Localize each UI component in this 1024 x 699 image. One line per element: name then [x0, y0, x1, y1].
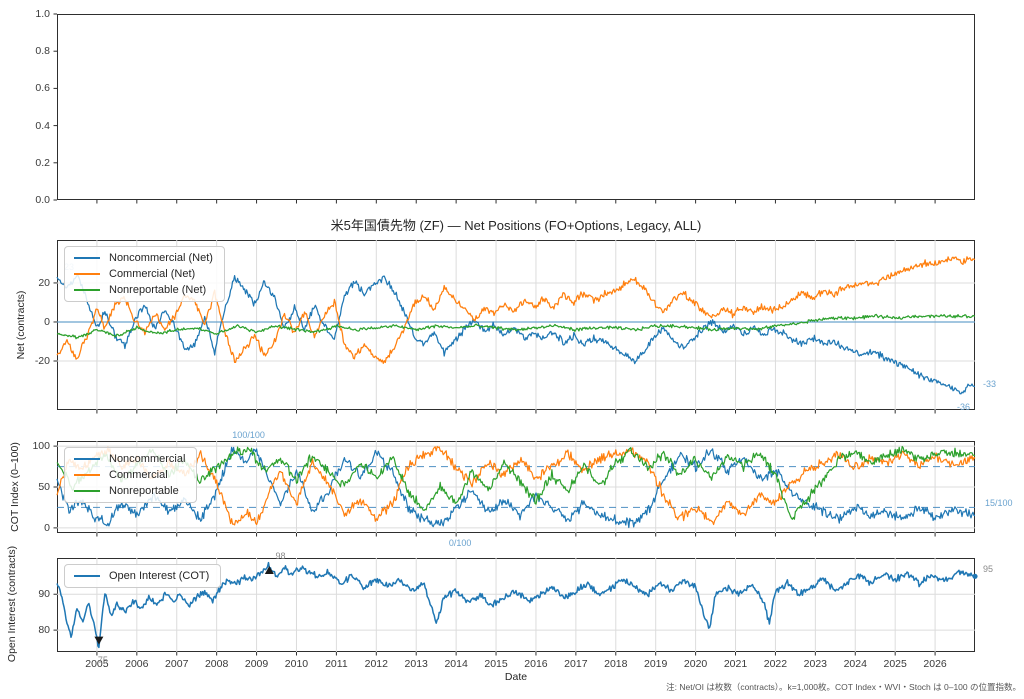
x-tick-label: 2011 — [325, 658, 348, 670]
y-tick-label: 0.2 — [35, 156, 50, 169]
x-tick-label: 2024 — [843, 658, 867, 670]
series-line-nonreportable — [56, 445, 976, 520]
series-line-noncommercial — [56, 446, 976, 529]
plot-area — [53, 13, 936, 204]
y-tick-label: 0.0 — [35, 194, 50, 206]
x-tick-label: 2021 — [723, 658, 748, 670]
legend-item-commercial-net: Commercial (Net) — [74, 268, 213, 280]
annotation-95: 95 — [982, 564, 993, 575]
y-tick-label: 0.6 — [35, 82, 50, 95]
x-tick-label: 2015 — [484, 658, 508, 670]
annotation-100-100: 100/100 — [232, 429, 265, 440]
legend-label: Nonreportable (Net) — [109, 284, 207, 296]
legend-line-swatch — [74, 257, 100, 259]
x-tick-label: 2012 — [364, 658, 388, 670]
legend-line-swatch — [74, 289, 100, 291]
x-tick-label: 2016 — [524, 658, 548, 670]
x-tick-label: 2025 — [883, 658, 907, 670]
legend-label: Open Interest (COT) — [109, 570, 210, 582]
series-line-commercial-net — [56, 256, 976, 364]
annotation-15-100: 15/100 — [984, 498, 1013, 509]
x-tick-label: 2013 — [404, 658, 428, 670]
x-tick-label: 2017 — [564, 658, 588, 670]
annotation-98: 98 — [275, 551, 286, 562]
x-tick-label: 2008 — [204, 658, 229, 670]
legend-label: Noncommercial (Net) — [109, 252, 213, 264]
plot-area — [53, 240, 976, 414]
legend-line-swatch — [74, 490, 100, 492]
y-axis-label-cot-index: COT Index (0–100) — [9, 442, 21, 532]
series-line-open-interest-cot — [56, 561, 976, 649]
legend-item-noncommercial-net: Noncommercial (Net) — [74, 252, 213, 264]
legend-line-swatch — [74, 273, 100, 275]
chart-title: 米5年国債先物 (ZF) — Net Positions (FO+Options… — [330, 218, 702, 233]
legend-label: Commercial (Net) — [109, 268, 196, 280]
x-tick-label: 2006 — [125, 658, 149, 670]
plot-area — [53, 441, 976, 537]
annotation-33: -33 — [982, 379, 996, 390]
x-tick-label: 2020 — [683, 658, 708, 670]
x-tick-label: 2007 — [165, 658, 189, 670]
annotation-0-100: 0/100 — [448, 538, 472, 549]
legend-label: Commercial — [109, 469, 168, 481]
x-tick-label: 2014 — [444, 658, 468, 670]
legend-item-open-interest-cot: Open Interest (COT) — [74, 570, 209, 582]
annotation-36: -36 — [957, 401, 971, 412]
series-line-nonreportable-net — [56, 313, 976, 340]
y-tick-label: 90 — [38, 588, 50, 601]
y-tick-label: 0.4 — [35, 119, 50, 132]
legend-line-swatch — [74, 474, 100, 476]
legend-item-nonreportable-net: Nonreportable (Net) — [74, 284, 213, 296]
legend-line-swatch — [74, 575, 100, 577]
y-tick-label: 100 — [32, 440, 50, 453]
tri-up-marker — [264, 566, 274, 575]
x-tick-label: 2023 — [803, 658, 828, 670]
footnote: 注: Net/OI は枚数（contracts）。k=1,000枚。COT In… — [666, 682, 1021, 692]
y-tick-label: 0 — [44, 521, 50, 534]
y-tick-label: -20 — [34, 355, 50, 367]
legend-label: Noncommercial — [109, 453, 186, 465]
series-line-noncommercial-net — [56, 274, 976, 395]
plot-area — [53, 558, 978, 656]
legend: Noncommercial Commercial Nonreportable — [64, 447, 198, 503]
y-tick-label: 20 — [38, 276, 50, 289]
legend-label: Nonreportable — [109, 485, 179, 497]
x-tick-label: 2010 — [284, 658, 309, 670]
annotation-75: 75 — [97, 655, 108, 666]
legend: Noncommercial (Net) Commercial (Net) Nonre… — [64, 246, 225, 302]
y-tick-label: 0.8 — [35, 45, 50, 58]
y-tick-label: 0 — [44, 315, 50, 328]
x-tick-label: 2005 — [85, 658, 109, 670]
y-tick-label: 1.0 — [35, 8, 50, 20]
tri-down-marker — [94, 636, 104, 645]
x-axis-label: Date — [504, 671, 528, 683]
dot-marker — [972, 573, 978, 579]
y-axis-label-net: Net (contracts) — [15, 290, 27, 360]
legend-item-noncommercial: Noncommercial — [74, 453, 185, 465]
x-tick-label: 2018 — [604, 658, 628, 670]
legend-item-commercial: Commercial — [74, 469, 185, 481]
x-tick-label: 2019 — [644, 658, 668, 670]
y-tick-label: 50 — [38, 481, 50, 493]
legend-line-swatch — [74, 458, 100, 460]
y-tick-label: 80 — [38, 624, 50, 637]
panel-cot-index — [53, 441, 976, 537]
x-tick-label: 2022 — [763, 658, 788, 670]
x-tick-label: 2026 — [923, 658, 947, 670]
panel-empty — [53, 13, 975, 204]
legend-item-nonreportable: Nonreportable — [74, 485, 185, 497]
x-tick-label: 2009 — [244, 658, 269, 670]
legend: Open Interest (COT) — [64, 564, 222, 588]
y-axis-label-open-interest: Open Interest (contracts) — [6, 545, 18, 663]
